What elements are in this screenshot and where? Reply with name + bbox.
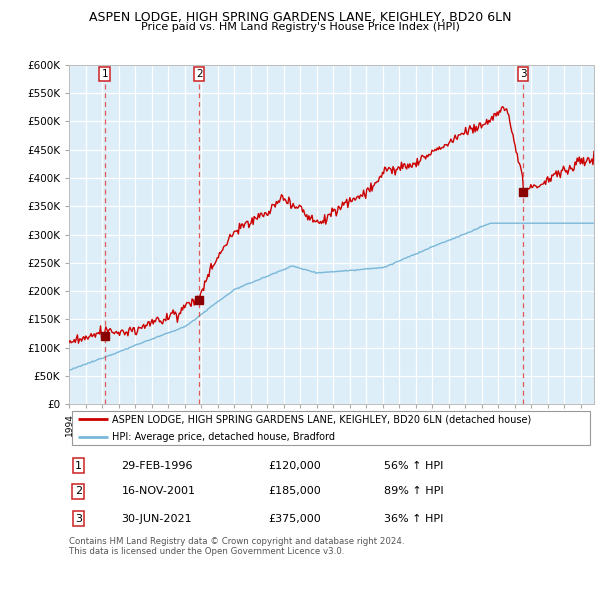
Text: 16-NOV-2001: 16-NOV-2001 <box>121 486 196 496</box>
Text: 36% ↑ HPI: 36% ↑ HPI <box>384 513 443 523</box>
Text: 30-JUN-2021: 30-JUN-2021 <box>121 513 192 523</box>
Text: 56% ↑ HPI: 56% ↑ HPI <box>384 461 443 470</box>
Text: 1: 1 <box>101 69 108 79</box>
Text: 89% ↑ HPI: 89% ↑ HPI <box>384 486 443 496</box>
Text: 3: 3 <box>75 513 82 523</box>
Text: HPI: Average price, detached house, Bradford: HPI: Average price, detached house, Brad… <box>112 432 335 441</box>
Text: 3: 3 <box>520 69 526 79</box>
Text: ASPEN LODGE, HIGH SPRING GARDENS LANE, KEIGHLEY, BD20 6LN (detached house): ASPEN LODGE, HIGH SPRING GARDENS LANE, K… <box>112 415 532 424</box>
Text: Contains HM Land Registry data © Crown copyright and database right 2024.
This d: Contains HM Land Registry data © Crown c… <box>69 537 404 556</box>
Text: £375,000: £375,000 <box>269 513 321 523</box>
Text: £120,000: £120,000 <box>269 461 321 470</box>
Text: 1: 1 <box>75 461 82 470</box>
Text: 29-FEB-1996: 29-FEB-1996 <box>121 461 193 470</box>
Text: £185,000: £185,000 <box>269 486 321 496</box>
Text: Price paid vs. HM Land Registry's House Price Index (HPI): Price paid vs. HM Land Registry's House … <box>140 22 460 32</box>
Text: 2: 2 <box>75 486 82 496</box>
FancyBboxPatch shape <box>71 411 590 445</box>
Text: 2: 2 <box>196 69 202 79</box>
Text: ASPEN LODGE, HIGH SPRING GARDENS LANE, KEIGHLEY, BD20 6LN: ASPEN LODGE, HIGH SPRING GARDENS LANE, K… <box>89 11 511 24</box>
